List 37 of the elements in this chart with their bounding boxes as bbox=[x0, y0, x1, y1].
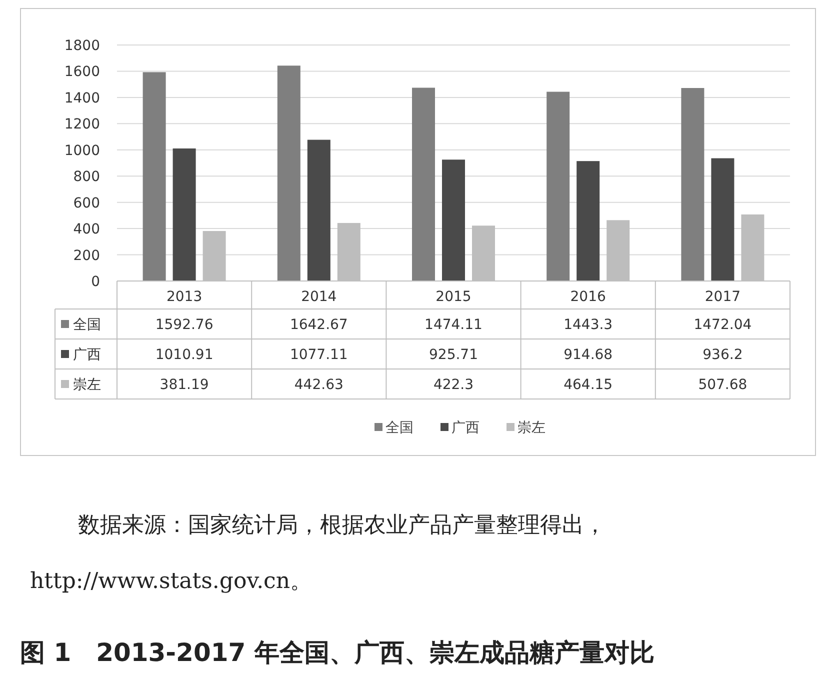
x-tick-label: 2017 bbox=[704, 289, 741, 305]
data-label: 1474.11 bbox=[424, 317, 482, 333]
text: 数据来源：国家统计局，根据农业产品产量整理得出，http://www.stats.gov.cn。 bbox=[30, 513, 606, 594]
x-tick-label: 2015 bbox=[436, 289, 472, 305]
legend: 全国 广西 崇左 bbox=[374, 420, 546, 436]
data-label: 1642.67 bbox=[290, 317, 348, 333]
y-tick-label: 1800 bbox=[64, 38, 100, 54]
x-tick-label: 2013 bbox=[166, 289, 202, 305]
y-tick-label: 0 bbox=[91, 274, 100, 290]
data-label: 1443.3 bbox=[564, 317, 613, 333]
data-label: 507.68 bbox=[698, 377, 748, 393]
legend-label: 崇左 bbox=[518, 420, 546, 436]
y-tick-label: 400 bbox=[73, 222, 100, 238]
data-label: 914.68 bbox=[564, 347, 613, 363]
data-label: 422.3 bbox=[433, 377, 474, 393]
data-label: 442.63 bbox=[294, 377, 344, 393]
legend-label: 广西 bbox=[73, 347, 101, 363]
y-tick-label: 1600 bbox=[64, 64, 100, 80]
data-label: 1592.76 bbox=[155, 317, 214, 333]
data-label: 1010.91 bbox=[155, 347, 214, 363]
x-tick-label: 2014 bbox=[301, 289, 337, 305]
y-tick-label: 1000 bbox=[64, 142, 100, 159]
data-label: 1472.04 bbox=[694, 317, 752, 333]
data-label: 925.71 bbox=[429, 347, 478, 363]
data-label: 936.2 bbox=[702, 347, 743, 363]
data-label: 464.15 bbox=[564, 377, 613, 393]
x-tick-label: 2016 bbox=[570, 289, 606, 305]
data-label: 1077.11 bbox=[290, 347, 348, 363]
data-label: 381.19 bbox=[160, 377, 209, 393]
y-tick-label: 1400 bbox=[64, 90, 100, 106]
y-tick-label: 600 bbox=[73, 195, 100, 212]
y-tick-label: 800 bbox=[73, 169, 100, 186]
y-tick-label: 200 bbox=[73, 248, 100, 264]
legend-label: 全国 bbox=[73, 317, 101, 333]
text: 崇左 bbox=[73, 377, 101, 393]
y-tick-label: 1200 bbox=[64, 116, 100, 133]
text: 图 1 2013-2017 年全国、广西、崇左成品糖产量对比 bbox=[20, 637, 656, 669]
